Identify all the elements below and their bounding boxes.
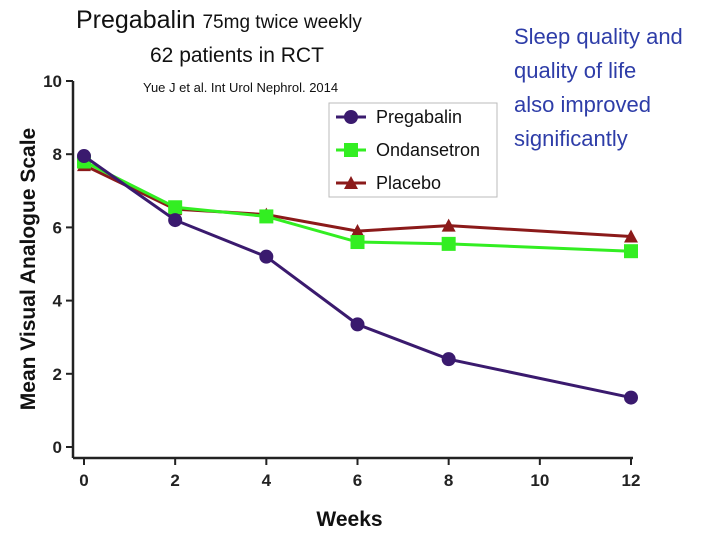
slide-subtitle: 62 patients in RCT — [150, 44, 324, 67]
legend-label: Ondansetron — [376, 140, 480, 160]
x-tick-label: 12 — [622, 471, 641, 490]
x-tick-label: 8 — [444, 471, 453, 490]
series-line — [83, 154, 632, 400]
series-ondansetron — [77, 154, 638, 259]
side-note-line: significantly — [514, 126, 628, 151]
side-note-line: also improved — [514, 92, 651, 117]
y-tick-label: 4 — [53, 292, 63, 311]
data-point — [624, 390, 638, 405]
data-point — [77, 149, 91, 164]
x-tick-label: 6 — [353, 471, 362, 490]
series-pregabalin — [77, 149, 638, 405]
y-axis-title: Mean Visual Analogue Scale — [17, 128, 40, 410]
data-point — [259, 209, 274, 224]
data-point — [441, 218, 456, 232]
citation: Yue J et al. Int Urol Nephrol. 2014 — [143, 80, 339, 95]
data-point — [624, 244, 638, 259]
x-tick-label: 4 — [262, 471, 272, 490]
data-point — [350, 235, 365, 250]
y-tick-label: 10 — [43, 72, 62, 91]
title-dose: 75mg twice weekly — [202, 12, 362, 33]
y-tick-label: 8 — [53, 145, 62, 164]
y-tick-label: 0 — [53, 438, 62, 457]
data-point — [168, 213, 183, 228]
axes: 0 2 4 6 8 10 0 2 4 6 8 10 12 Weeks Mean Visual Analogu… — [17, 72, 640, 531]
legend-marker — [344, 143, 358, 157]
data-point — [441, 236, 456, 251]
side-note-line: quality of life — [514, 58, 637, 83]
series-lines — [77, 149, 638, 405]
data-point — [350, 317, 365, 332]
side-note-line: Sleep quality and — [514, 24, 683, 49]
x-axis-title: Weeks — [316, 508, 382, 531]
legend-label: Placebo — [376, 173, 441, 193]
data-point — [624, 229, 638, 243]
series-line — [83, 163, 632, 239]
x-tick-label: 10 — [530, 471, 549, 490]
x-tick-label: 2 — [170, 471, 179, 490]
y-tick-label: 2 — [53, 365, 62, 384]
series-line — [83, 160, 632, 253]
data-point — [350, 224, 365, 238]
y-tick-label: 6 — [53, 218, 62, 237]
legend: Pregabalin Ondansetron Placebo — [328, 102, 498, 198]
title-main: Pregabalin — [76, 6, 196, 34]
data-point — [168, 200, 183, 215]
x-tick-label: 0 — [79, 471, 88, 490]
slide-title: Pregabalin 75mg twice weekly — [76, 6, 476, 35]
side-note: Sleep quality and quality of life also i… — [514, 20, 714, 156]
data-point — [441, 352, 456, 367]
data-point — [259, 249, 274, 264]
legend-marker — [344, 176, 358, 189]
legend-marker — [344, 110, 358, 124]
legend-label: Pregabalin — [376, 107, 462, 127]
